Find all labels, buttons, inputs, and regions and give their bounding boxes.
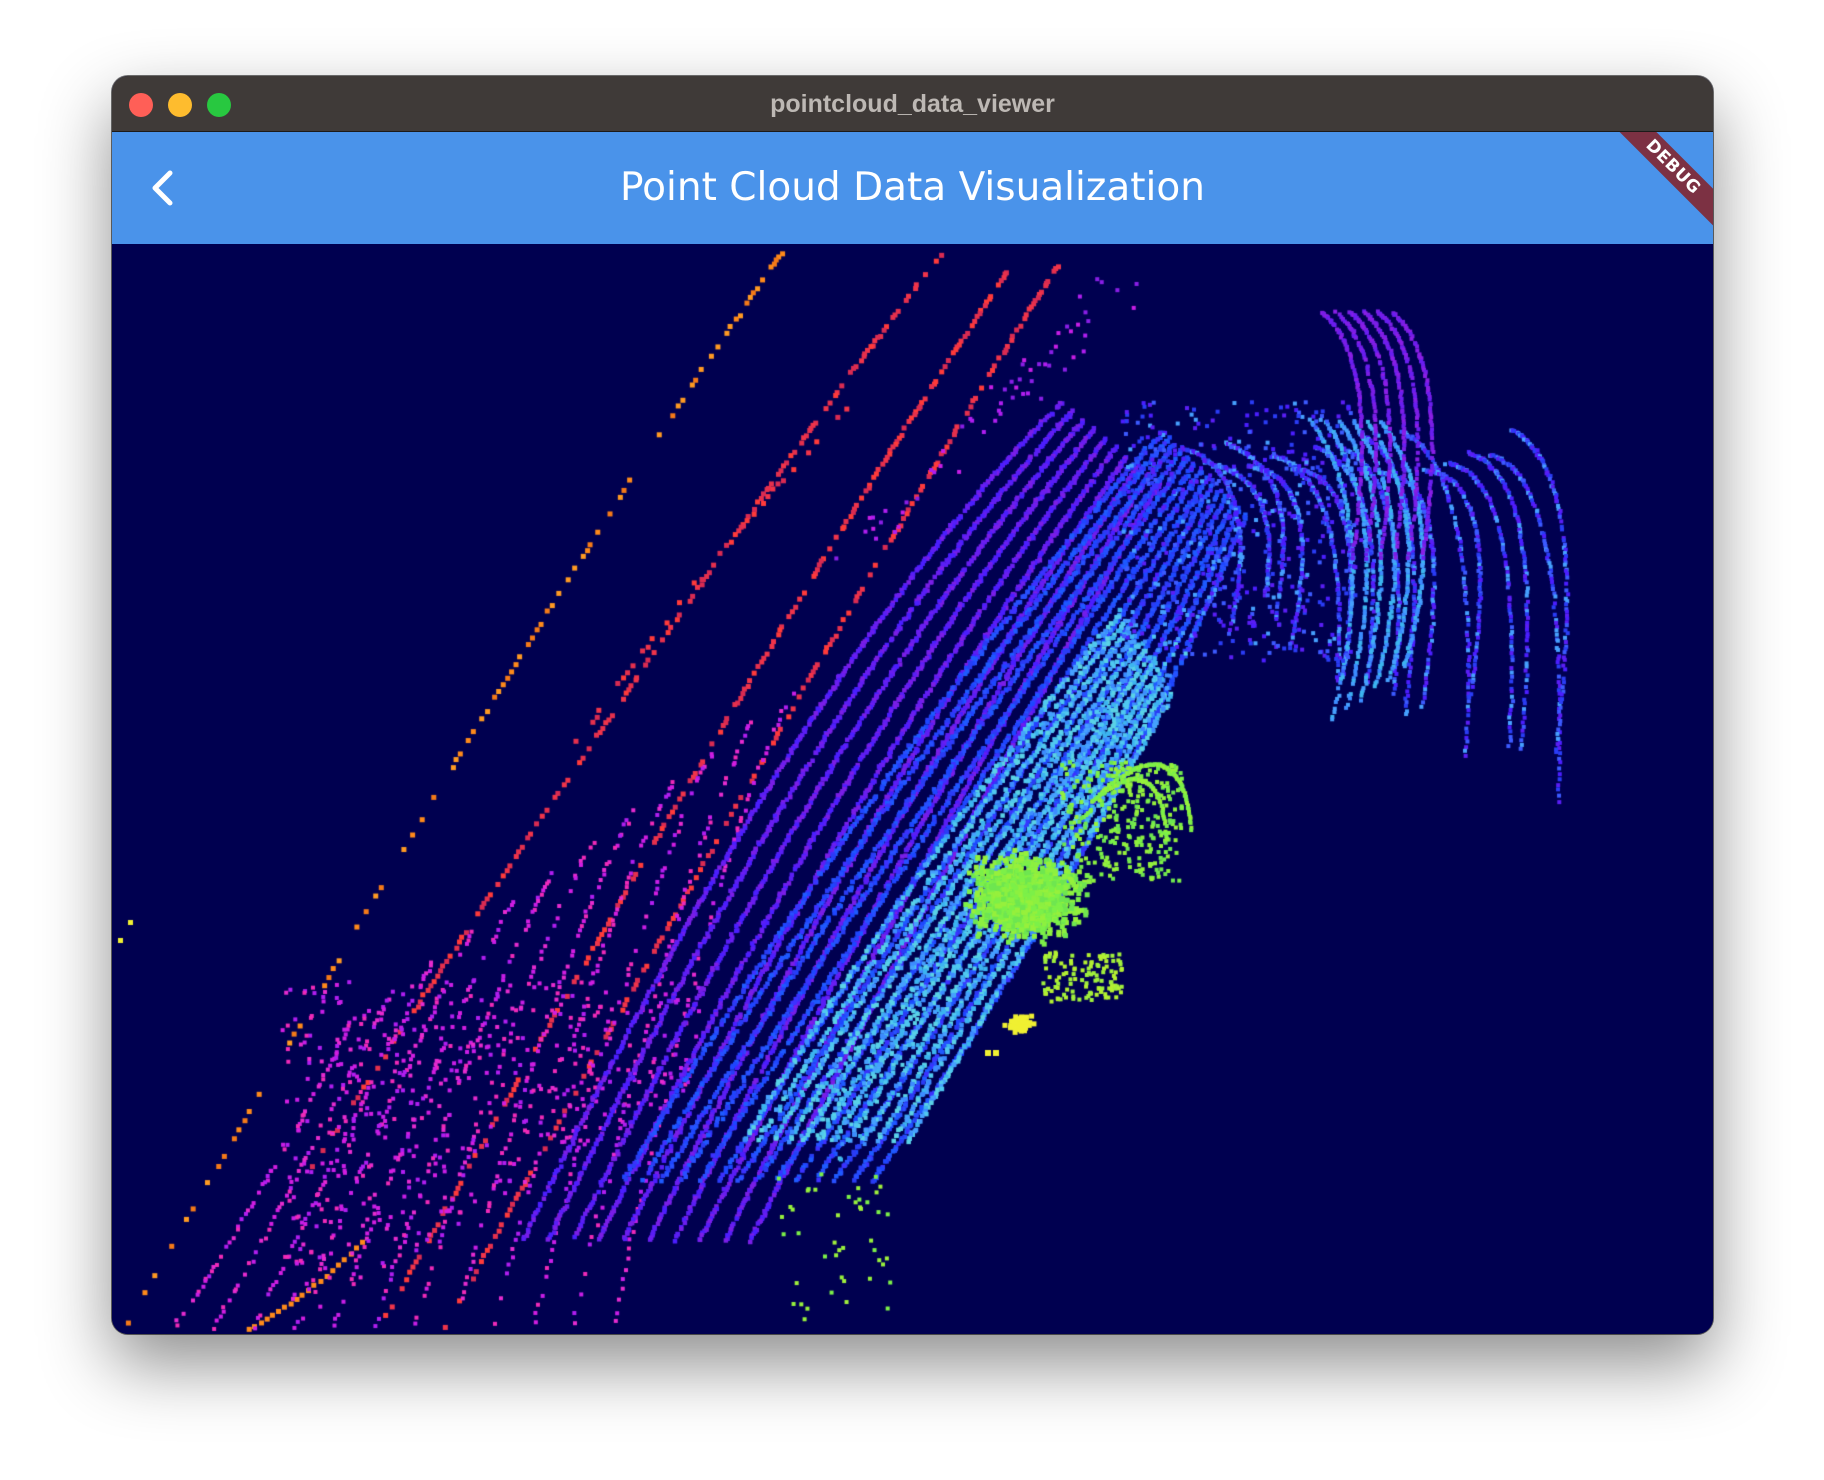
chevron-left-icon: [152, 170, 173, 206]
point-cloud-canvas[interactable]: [112, 244, 1713, 1334]
maximize-window-button[interactable]: [207, 93, 231, 117]
window-titlebar[interactable]: pointcloud_data_viewer: [112, 76, 1713, 132]
app-window: pointcloud_data_viewer Point Cloud Data …: [112, 76, 1713, 1334]
app-bar: Point Cloud Data Visualization: [112, 132, 1713, 244]
window-title: pointcloud_data_viewer: [770, 90, 1055, 118]
minimize-window-button[interactable]: [168, 93, 192, 117]
point-cloud-viewport[interactable]: [112, 244, 1713, 1334]
back-button[interactable]: [130, 154, 198, 222]
close-window-button[interactable]: [129, 93, 153, 117]
page-title: Point Cloud Data Visualization: [620, 165, 1205, 210]
